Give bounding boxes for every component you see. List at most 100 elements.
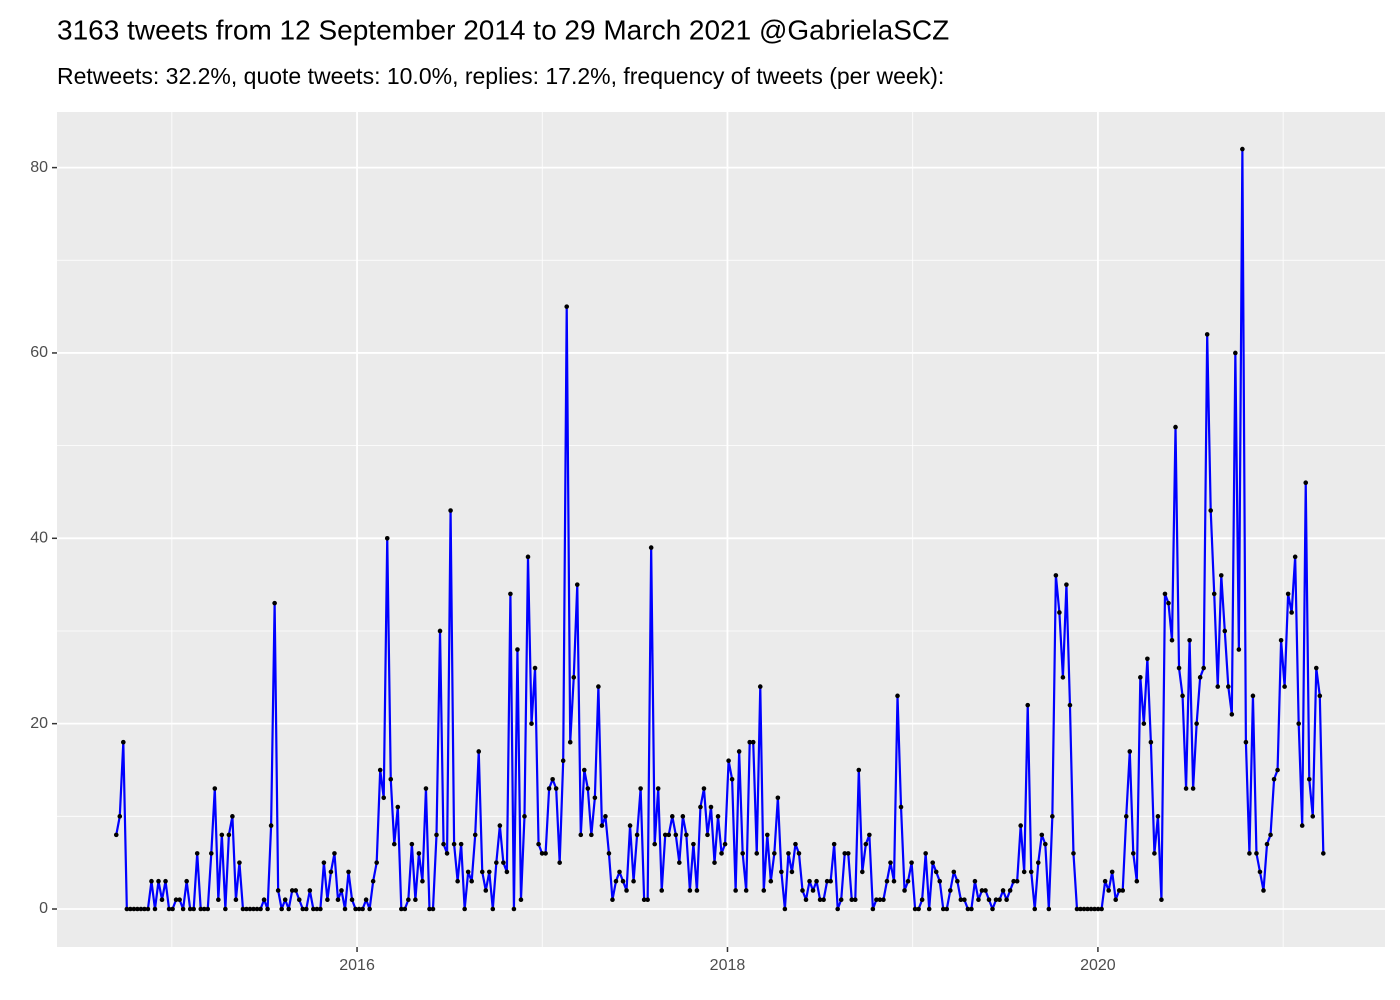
point bbox=[1271, 776, 1277, 782]
point bbox=[201, 906, 207, 912]
point bbox=[268, 823, 274, 828]
point bbox=[1004, 897, 1009, 903]
point bbox=[177, 897, 182, 903]
point bbox=[909, 860, 914, 865]
point bbox=[849, 897, 855, 903]
point bbox=[1064, 582, 1069, 587]
point bbox=[898, 804, 904, 810]
point bbox=[884, 878, 890, 884]
point bbox=[867, 832, 872, 838]
point bbox=[845, 851, 851, 856]
point bbox=[1028, 869, 1034, 875]
point bbox=[694, 888, 700, 893]
point bbox=[666, 832, 672, 838]
point bbox=[170, 906, 175, 912]
point bbox=[304, 906, 309, 912]
point bbox=[223, 906, 228, 912]
point bbox=[1236, 647, 1242, 652]
x-tick-label: 2018 bbox=[710, 957, 746, 974]
point bbox=[687, 888, 693, 893]
point bbox=[669, 814, 675, 819]
point bbox=[328, 869, 334, 875]
point bbox=[1057, 610, 1062, 615]
point bbox=[926, 906, 932, 912]
point bbox=[1109, 869, 1115, 875]
point bbox=[532, 665, 538, 671]
point bbox=[919, 897, 925, 903]
point bbox=[448, 508, 453, 513]
point bbox=[571, 675, 577, 680]
point bbox=[138, 906, 144, 912]
point bbox=[986, 897, 992, 903]
point bbox=[1180, 693, 1185, 699]
point bbox=[233, 897, 239, 903]
point bbox=[1173, 424, 1178, 430]
point bbox=[121, 739, 126, 745]
point bbox=[821, 897, 826, 903]
point bbox=[673, 832, 679, 838]
point bbox=[515, 647, 520, 652]
point bbox=[244, 906, 249, 912]
point bbox=[1282, 684, 1287, 689]
point bbox=[553, 786, 559, 791]
point bbox=[1278, 637, 1284, 643]
point bbox=[972, 878, 978, 884]
point bbox=[339, 888, 344, 893]
point bbox=[733, 888, 738, 893]
point bbox=[634, 832, 640, 838]
point bbox=[149, 878, 154, 884]
point bbox=[416, 851, 422, 856]
point bbox=[912, 906, 918, 912]
point bbox=[965, 906, 971, 912]
point bbox=[1292, 554, 1298, 560]
point bbox=[1085, 906, 1090, 912]
point bbox=[1078, 906, 1083, 912]
point bbox=[300, 906, 306, 912]
point bbox=[589, 832, 594, 838]
point bbox=[1032, 906, 1038, 912]
point bbox=[1067, 702, 1073, 708]
point bbox=[367, 906, 372, 912]
point bbox=[180, 906, 186, 912]
point bbox=[877, 897, 883, 903]
point bbox=[395, 804, 401, 810]
point bbox=[490, 906, 496, 912]
point bbox=[803, 897, 809, 903]
point bbox=[486, 869, 492, 875]
point bbox=[1046, 906, 1052, 912]
point bbox=[497, 823, 503, 828]
point bbox=[958, 897, 964, 903]
point bbox=[1268, 832, 1273, 838]
point bbox=[1250, 693, 1256, 699]
point bbox=[286, 906, 292, 912]
point bbox=[198, 906, 204, 912]
point bbox=[342, 906, 348, 912]
point bbox=[631, 878, 636, 884]
point bbox=[1243, 739, 1249, 745]
point bbox=[610, 897, 615, 903]
point bbox=[1313, 665, 1319, 671]
point bbox=[905, 878, 911, 884]
y-tick-label: 20 bbox=[30, 715, 48, 732]
point bbox=[736, 749, 742, 754]
point bbox=[381, 795, 387, 801]
point bbox=[747, 739, 753, 745]
point bbox=[863, 841, 869, 847]
point bbox=[560, 758, 566, 764]
point bbox=[363, 897, 369, 903]
point bbox=[494, 860, 499, 865]
point bbox=[1127, 749, 1133, 754]
point bbox=[923, 851, 928, 856]
point bbox=[543, 851, 548, 856]
point bbox=[469, 878, 474, 884]
point bbox=[754, 851, 760, 856]
point bbox=[1222, 628, 1228, 634]
point bbox=[891, 878, 897, 884]
point bbox=[659, 888, 665, 893]
point bbox=[722, 841, 728, 847]
point bbox=[546, 786, 552, 791]
point bbox=[596, 684, 601, 689]
point bbox=[258, 906, 263, 912]
point bbox=[476, 749, 482, 754]
point bbox=[1190, 786, 1196, 791]
